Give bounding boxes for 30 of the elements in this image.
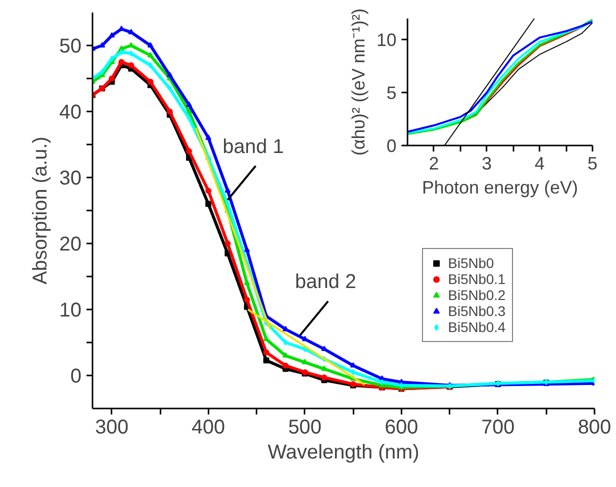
annotation: band 2: [295, 271, 356, 294]
y-tick-label: 40: [59, 102, 82, 124]
x-tick-label: 600: [384, 416, 418, 438]
y-tick-label: 30: [59, 168, 82, 190]
x-axis-title: Wavelength (nm): [268, 442, 420, 464]
x-tick-label: 800: [578, 416, 612, 438]
y-tick-label: 20: [59, 234, 82, 256]
legend-label: Bi5Nb0: [448, 255, 494, 271]
x-tick-label: 700: [481, 416, 515, 438]
x-tick-label: 4: [534, 154, 545, 174]
y-tick-label: 5: [386, 83, 397, 104]
y-tick-label: 10: [376, 30, 397, 50]
y-axis-title: (αhυ)² ((eV nm⁻¹)²): [348, 8, 368, 156]
y-tick-label: 10: [59, 300, 82, 322]
y-tick-label: 0: [70, 366, 82, 388]
y-axis-title: Absorption (a.u.): [29, 136, 52, 284]
x-tick-label: 300: [95, 416, 128, 438]
x-tick-label: 3: [482, 154, 492, 174]
legend-label: Bi5Nb0.1: [448, 271, 506, 287]
y-tick-label: 50: [59, 36, 82, 58]
x-tick-label: 400: [192, 416, 226, 438]
x-tick-label: 500: [288, 416, 322, 438]
y-tick-label: 0: [386, 136, 397, 156]
x-tick-label: 2: [428, 154, 439, 174]
x-tick-label: 5: [587, 154, 598, 174]
legend-label: Bi5Nb0.4: [448, 319, 506, 335]
legend-label: Bi5Nb0.2: [448, 287, 506, 303]
annotation: band 1: [222, 136, 284, 158]
x-axis-title: Photon energy (eV): [422, 178, 578, 198]
legend-label: Bi5Nb0.3: [448, 303, 506, 319]
